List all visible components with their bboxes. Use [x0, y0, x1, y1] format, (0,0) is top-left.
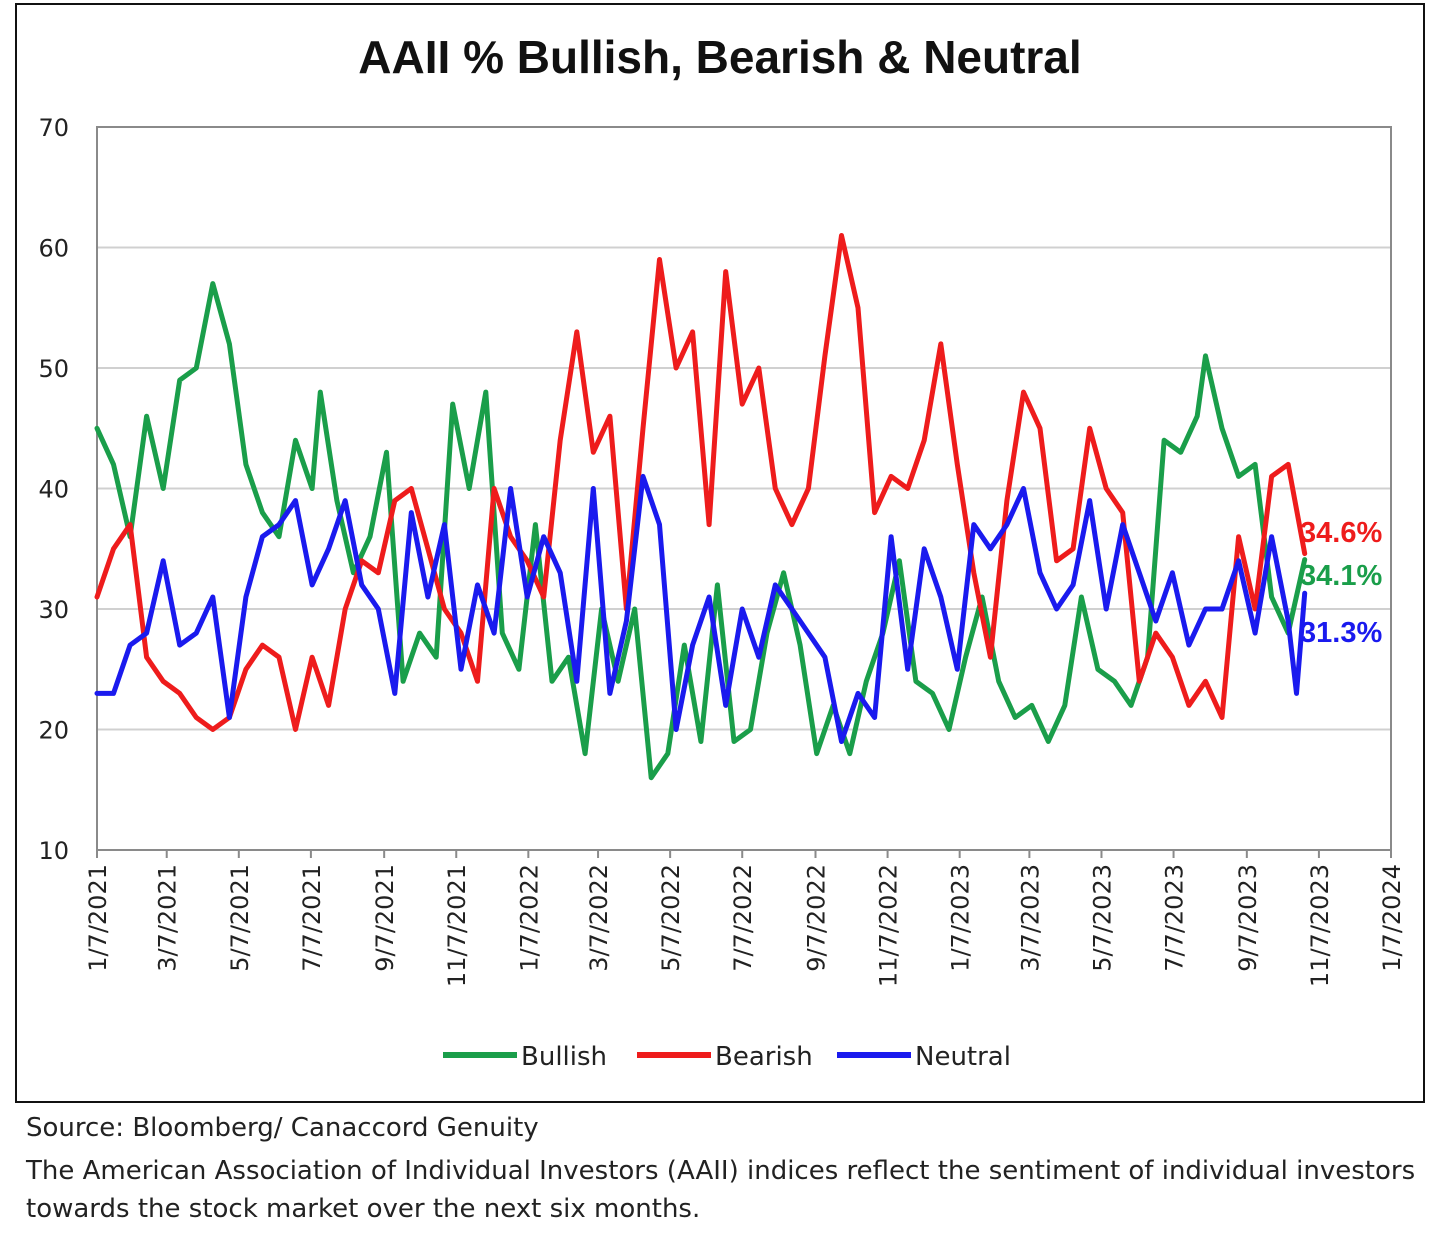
y-tick-label: 50 — [38, 355, 69, 383]
y-axis-ticks: 10 20 30 40 50 60 70 — [38, 114, 69, 865]
series-line-bearish — [94, 233, 1308, 732]
x-axis-ticks: 1/7/2021 3/7/2021 5/7/2021 7/7/2021 9/7/2021… — [84, 850, 1406, 987]
gridlines — [97, 246, 1391, 731]
x-tick-label: 1/7/2021 — [84, 864, 112, 972]
end-label-bullish: 34.1% — [1300, 560, 1382, 592]
series-end-labels: 34.1% 34.6% 31.3% — [1300, 517, 1382, 649]
x-tick-label: 7/7/2023 — [1161, 864, 1189, 972]
y-tick-label: 60 — [38, 235, 69, 263]
series-lines — [94, 233, 1308, 781]
series-line-bullish — [94, 281, 1308, 781]
x-tick-label: 1/7/2023 — [947, 864, 975, 972]
x-tick-label: 3/7/2023 — [1016, 864, 1044, 972]
x-tick-label: 11/7/2021 — [443, 864, 471, 987]
x-tick-label: 5/7/2021 — [226, 864, 254, 972]
x-tick-label: 7/7/2021 — [298, 864, 326, 972]
end-label-bearish: 34.6% — [1300, 517, 1382, 549]
x-tick-label: 11/7/2022 — [875, 864, 903, 987]
x-tick-label: 9/7/2022 — [802, 864, 830, 972]
x-tick-label: 9/7/2023 — [1234, 864, 1262, 972]
x-tick-label: 1/7/2022 — [515, 864, 543, 972]
legend-label-neutral: Neutral — [915, 1042, 1011, 1072]
x-tick-label: 9/7/2021 — [371, 864, 399, 972]
line-chart: AAII % Bullish, Bearish & Neutral 10 20 30… — [38, 31, 1406, 1072]
y-tick-label: 30 — [38, 596, 69, 624]
y-tick-label: 40 — [38, 476, 69, 504]
x-tick-label: 5/7/2023 — [1088, 864, 1116, 972]
chart-title: AAII % Bullish, Bearish & Neutral — [358, 31, 1081, 83]
plot-area-border — [96, 126, 1392, 851]
y-tick-label: 10 — [38, 837, 69, 865]
y-tick-label: 70 — [38, 114, 69, 142]
legend-label-bearish: Bearish — [715, 1042, 813, 1072]
series-line-neutral — [94, 473, 1308, 744]
description-note: The American Association of Individual I… — [26, 1156, 1416, 1224]
end-label-neutral: 31.3% — [1300, 617, 1382, 649]
x-tick-label: 7/7/2022 — [729, 864, 757, 972]
source-note: Source: Bloomberg/ Canaccord Genuity — [26, 1113, 539, 1143]
chart-frame: AAII % Bullish, Bearish & Neutral 10 20 30… — [15, 3, 1425, 1103]
legend: Bullish Bearish Neutral — [443, 1042, 1011, 1072]
x-tick-label: 3/7/2022 — [585, 864, 613, 972]
y-tick-label: 20 — [38, 717, 69, 745]
legend-label-bullish: Bullish — [521, 1042, 607, 1072]
x-tick-label: 1/7/2024 — [1378, 864, 1406, 972]
x-tick-label: 11/7/2023 — [1306, 864, 1334, 987]
x-tick-label: 5/7/2022 — [657, 864, 685, 972]
x-tick-label: 3/7/2021 — [154, 864, 182, 972]
